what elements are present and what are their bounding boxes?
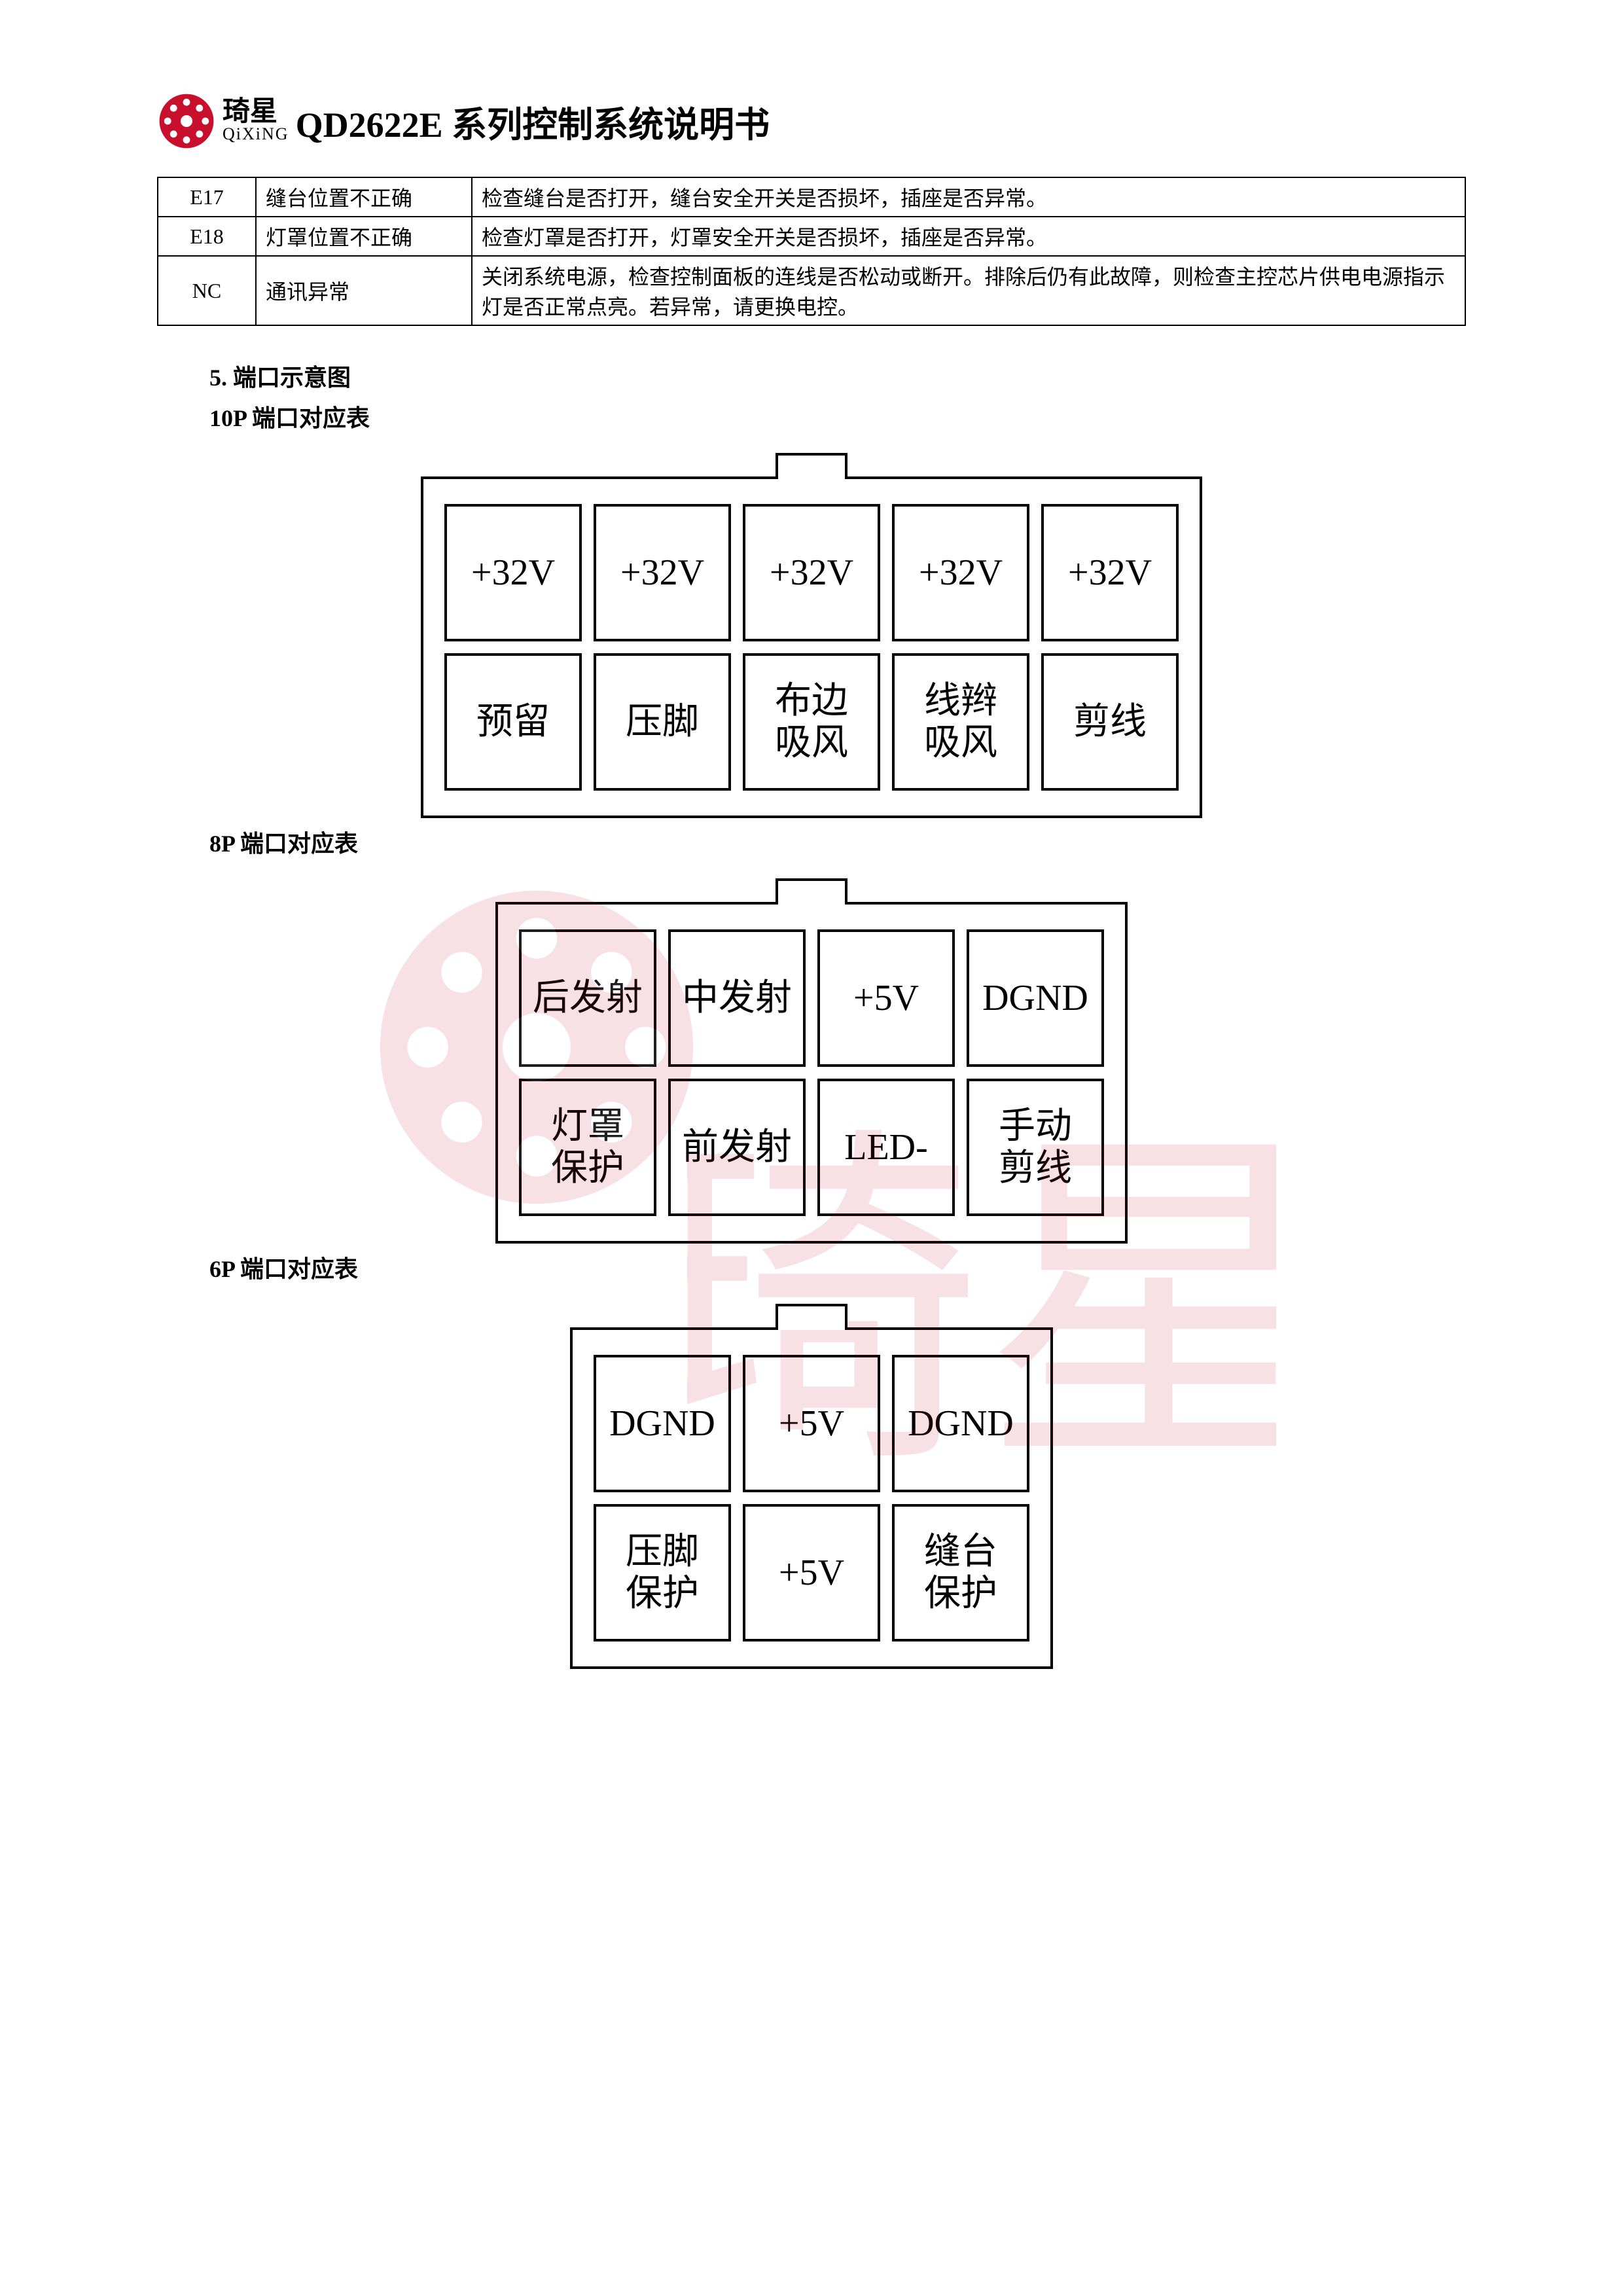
connector-pin: +32V (594, 504, 731, 641)
sub-heading-8p: 8P 端口对应表 (209, 825, 1466, 859)
table-cell: 缝台位置不正确 (256, 177, 472, 217)
sub-heading-10p: 10P 端口对应表 (209, 399, 1466, 433)
table-cell: NC (158, 256, 256, 325)
connector-pin: +32V (892, 504, 1029, 641)
table-row: E17缝台位置不正确检查缝台是否打开，缝台安全开关是否损坏，插座是否异常。 (158, 177, 1465, 217)
connector-tab (776, 878, 847, 905)
connector-pin: 压脚 保护 (594, 1504, 731, 1641)
connector-10p-diagram: +32V+32V+32V+32V+32V预留压脚布边 吸风线辫 吸风剪线 (421, 453, 1202, 818)
connector-pin: LED- (817, 1079, 955, 1216)
connector-pin: +5V (817, 929, 955, 1067)
connector-tab (776, 453, 847, 479)
connector-pin: 线辫 吸风 (892, 653, 1029, 791)
table-cell: E17 (158, 177, 256, 217)
error-code-table: E17缝台位置不正确检查缝台是否打开，缝台安全开关是否损坏，插座是否异常。E18… (157, 177, 1466, 326)
connector-pin: +32V (743, 504, 880, 641)
connector-pin: DGND (594, 1355, 731, 1492)
table-cell: 通讯异常 (256, 256, 472, 325)
table-cell: 灯罩位置不正确 (256, 217, 472, 256)
connector-pin: 预留 (444, 653, 582, 791)
connector-pin: 剪线 (1041, 653, 1179, 791)
connector-pin: 后发射 (519, 929, 656, 1067)
brand-text: 琦星 QiXiNG (223, 98, 289, 144)
connector-pin: +5V (743, 1504, 880, 1641)
connector-pin: 中发射 (668, 929, 806, 1067)
connector-8p-diagram: 后发射中发射+5VDGND 灯罩 保护前发射LED-手动 剪线 (495, 878, 1128, 1244)
table-cell: 检查缝台是否打开，缝台安全开关是否损坏，插座是否异常。 (472, 177, 1465, 217)
connector-pin: DGND (967, 929, 1104, 1067)
connector-pin: 压脚 (594, 653, 731, 791)
sub-heading-6p: 6P 端口对应表 (209, 1250, 1466, 1284)
section-5-heading: 5. 端口示意图 (209, 359, 1466, 393)
connector-pin: 布边 吸风 (743, 653, 880, 791)
connector-pin: 手动 剪线 (967, 1079, 1104, 1216)
connector-pin: +32V (1041, 504, 1179, 641)
brand-en: QiXiNG (223, 124, 289, 144)
brand-cn: 琦星 (223, 98, 284, 126)
brand-logo-icon (157, 92, 216, 151)
table-row: NC通讯异常关闭系统电源，检查控制面板的连线是否松动或断开。排除后仍有此故障，则… (158, 256, 1465, 325)
connector-tab (776, 1304, 847, 1330)
page-header: 琦星 QiXiNG QD2622E 系列控制系统说明书 (157, 92, 1466, 151)
connector-pin: 缝台 保护 (892, 1504, 1029, 1641)
connector-pin: 前发射 (668, 1079, 806, 1216)
connector-pin: +32V (444, 504, 582, 641)
connector-6p-diagram: DGND+5VDGND压脚 保护+5V缝台 保护 (570, 1304, 1053, 1669)
connector-pin: 灯罩 保护 (519, 1079, 656, 1216)
table-row: E18灯罩位置不正确检查灯罩是否打开，灯罩安全开关是否损坏，插座是否异常。 (158, 217, 1465, 256)
connector-pin: +5V (743, 1355, 880, 1492)
table-cell: E18 (158, 217, 256, 256)
table-cell: 关闭系统电源，检查控制面板的连线是否松动或断开。排除后仍有此故障，则检查主控芯片… (472, 256, 1465, 325)
table-cell: 检查灯罩是否打开，灯罩安全开关是否损坏，插座是否异常。 (472, 217, 1465, 256)
document-title: QD2622E 系列控制系统说明书 (296, 96, 770, 147)
connector-pin: DGND (892, 1355, 1029, 1492)
